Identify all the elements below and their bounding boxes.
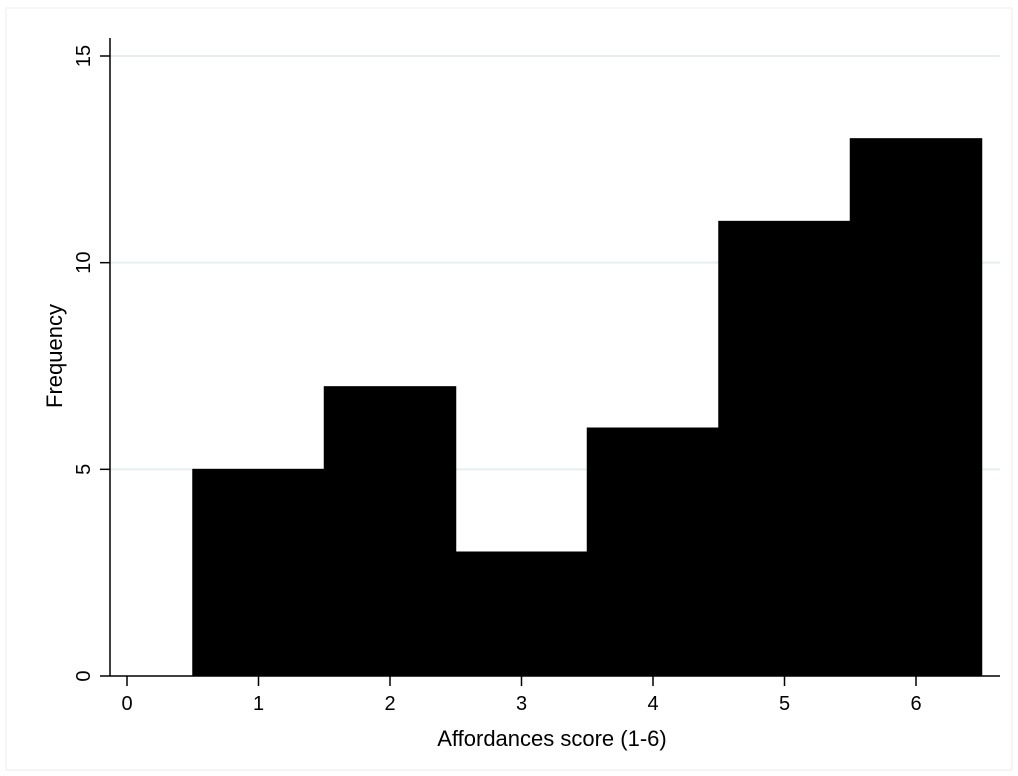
y-tick-label-10: 10 xyxy=(73,252,95,274)
histogram-bar-3 xyxy=(455,551,588,677)
x-tick-label-5: 5 xyxy=(779,693,790,715)
y-axis-title: Frequency xyxy=(42,304,67,408)
y-axis-ticks: 0 5 10 15 xyxy=(73,45,110,682)
histogram-bar-2 xyxy=(323,386,457,677)
x-axis-title: Affordances score (1-6) xyxy=(437,726,666,751)
y-tick-label-0: 0 xyxy=(73,670,95,681)
x-tick-label-0: 0 xyxy=(121,693,132,715)
histogram-bar-4 xyxy=(586,427,720,677)
y-tick-label-15: 15 xyxy=(73,45,95,67)
histogram-bar-1 xyxy=(192,468,325,677)
x-tick-label-2: 2 xyxy=(384,693,395,715)
x-tick-label-3: 3 xyxy=(516,693,527,715)
histogram-bar-5 xyxy=(718,220,851,677)
x-axis-ticks: 0 1 2 3 4 5 6 xyxy=(121,676,922,715)
x-tick-label-6: 6 xyxy=(910,693,921,715)
x-tick-label-1: 1 xyxy=(253,693,264,715)
histogram-bars xyxy=(192,138,983,677)
y-tick-label-5: 5 xyxy=(73,464,95,475)
x-tick-label-4: 4 xyxy=(647,693,658,715)
histogram-bar-6 xyxy=(849,138,983,677)
